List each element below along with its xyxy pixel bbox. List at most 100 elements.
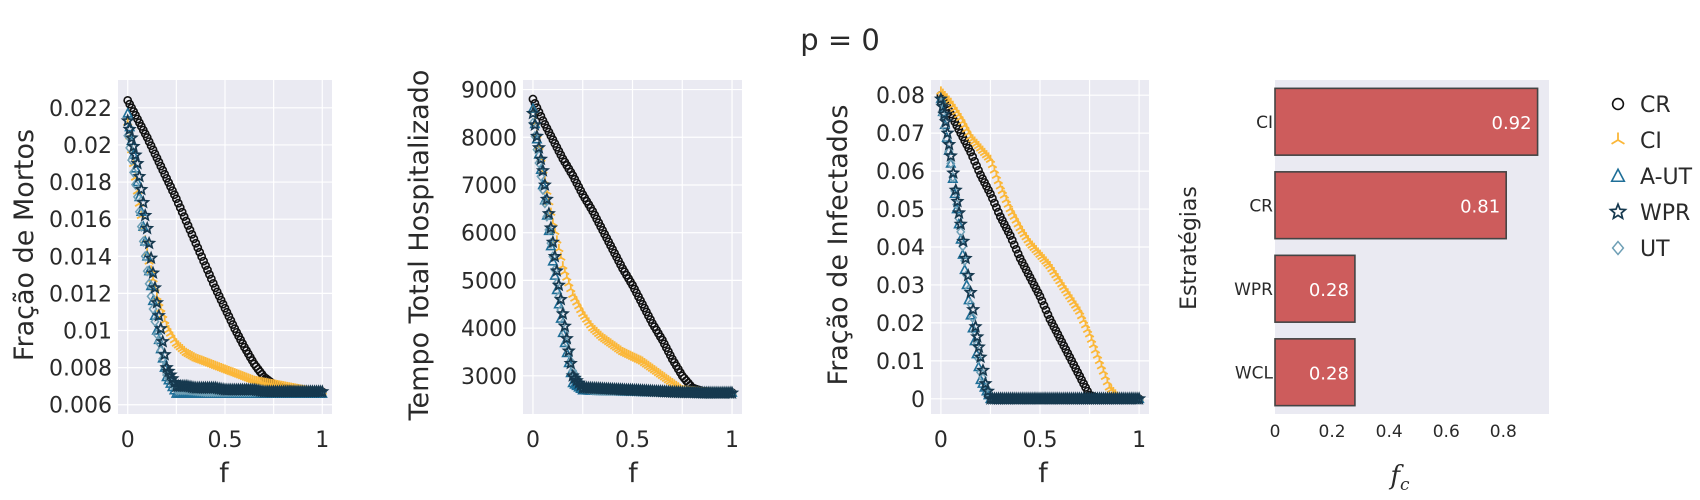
infected-point-wpr bbox=[935, 99, 950, 113]
deaths-point-cr bbox=[189, 234, 199, 244]
deaths-point-cr bbox=[214, 291, 224, 301]
infected-point-wpr bbox=[948, 182, 963, 197]
deaths-y-tick-label: 0.02 bbox=[63, 134, 112, 159]
infected-y-tick-label: 0 bbox=[911, 388, 925, 413]
infected-point-cr bbox=[1011, 244, 1021, 254]
hospital-time-y-tick-label: 6000 bbox=[461, 222, 517, 247]
deaths-point-wpr bbox=[155, 334, 170, 348]
deaths-point-a-ut bbox=[149, 309, 161, 320]
deaths-point-wpr bbox=[120, 113, 135, 127]
deaths-point-cr bbox=[197, 252, 207, 262]
deaths-point-cr bbox=[144, 137, 154, 147]
hospital-time-y-tick-label: 4000 bbox=[461, 317, 517, 342]
bar-panel-xlabel: fc bbox=[1388, 461, 1410, 495]
hospital-time-point-wpr bbox=[525, 105, 541, 120]
infected-point-a-ut bbox=[935, 92, 947, 104]
deaths-y-tick-label: 0.006 bbox=[49, 394, 112, 419]
infected-point-wpr bbox=[968, 319, 983, 333]
legend-item-ut: UT bbox=[1611, 237, 1670, 262]
hospital-time-x-tick-label: 0.5 bbox=[615, 428, 650, 453]
deaths-point-cr bbox=[150, 149, 160, 159]
hospital-time-point-wpr bbox=[543, 220, 558, 234]
deaths-point-ut bbox=[130, 179, 141, 191]
deaths-point-cr bbox=[158, 165, 168, 175]
deaths-point-cr bbox=[160, 169, 170, 179]
legend-marker-wpr bbox=[1608, 201, 1628, 221]
hospital-time-point-wpr bbox=[557, 318, 572, 333]
hospital-time-point-wpr bbox=[545, 234, 560, 249]
infected-point-wpr bbox=[971, 339, 986, 354]
hospital-time-y-tick-label: 3000 bbox=[461, 365, 517, 390]
bar-x-tick-label: 0.2 bbox=[1319, 422, 1346, 442]
infected-point-wpr bbox=[943, 148, 958, 162]
infected-point-wpr bbox=[937, 106, 952, 121]
bar-value-label: 0.28 bbox=[1309, 363, 1349, 384]
deaths-point-cr bbox=[166, 182, 175, 191]
hospital-time-point-wpr bbox=[535, 163, 551, 177]
legend-item-a-ut: A-UT bbox=[1610, 165, 1693, 190]
infected-point-wpr bbox=[978, 376, 993, 390]
hospital-time-point-ut bbox=[542, 210, 552, 222]
legend-item-cr: CR bbox=[1611, 93, 1671, 118]
infected-point-cr bbox=[988, 194, 997, 203]
infected-point-wpr bbox=[941, 136, 957, 151]
infected-point-cr bbox=[1039, 301, 1049, 310]
infected-point-wpr bbox=[958, 250, 973, 265]
bar-x-tick-label: 0 bbox=[1270, 422, 1281, 442]
deaths-point-ut bbox=[144, 278, 154, 290]
hospital-time-point-wpr bbox=[537, 177, 552, 192]
infected-point-cr bbox=[1037, 296, 1047, 306]
deaths-point-cr bbox=[179, 212, 189, 221]
hospital-time-point-wpr bbox=[527, 117, 543, 131]
legend-label: CI bbox=[1640, 129, 1662, 154]
infected-point-wpr bbox=[951, 205, 967, 219]
deaths-point-wpr bbox=[315, 384, 330, 398]
deaths-point-cr bbox=[205, 270, 214, 279]
infected-point-cr bbox=[974, 165, 983, 175]
bar-value-label: 0.81 bbox=[1460, 196, 1500, 217]
deaths-point-wpr bbox=[128, 147, 143, 162]
legend-item-wpr: WPR bbox=[1608, 201, 1690, 226]
infected-point-wpr bbox=[975, 362, 991, 377]
deaths-point-wpr bbox=[147, 280, 163, 294]
deaths-point-cr bbox=[228, 320, 238, 329]
deaths-point-wpr bbox=[130, 156, 145, 170]
infected-x-tick-label: 0.5 bbox=[1023, 428, 1058, 453]
deaths-point-cr bbox=[216, 295, 226, 305]
legend-label: CR bbox=[1640, 93, 1671, 118]
bar-ci bbox=[1274, 87, 1539, 156]
deaths-point-cr bbox=[210, 283, 220, 293]
deaths-x-tick-label: 1 bbox=[315, 428, 329, 453]
infected-point-ut bbox=[946, 158, 956, 169]
hospital-time-point-a-ut bbox=[527, 102, 539, 113]
infected-point-cr bbox=[1005, 231, 1015, 241]
hospital-time-point-wpr bbox=[551, 277, 566, 292]
infected-point-cr bbox=[972, 161, 981, 171]
deaths-point-cr bbox=[193, 243, 203, 253]
hospital-time-y-tick-label: 7000 bbox=[461, 174, 517, 199]
infected-point-ut bbox=[968, 312, 978, 324]
infected-point-ut bbox=[956, 226, 966, 238]
deaths-point-cr bbox=[175, 203, 185, 213]
legend: CR CI A-UT WPR UT bbox=[1608, 93, 1693, 262]
bar-category-label: WPR bbox=[1234, 280, 1273, 300]
infected-point-cr bbox=[986, 189, 995, 199]
hospital-time-point-wpr bbox=[533, 151, 549, 166]
deaths-point-cr bbox=[146, 141, 156, 151]
bar-panel-ylabel: Estratégias bbox=[1177, 186, 1202, 310]
deaths-point-cr bbox=[187, 229, 197, 239]
hospital-time-point-wpr bbox=[549, 263, 564, 277]
hospital-time-point-a-ut bbox=[551, 283, 563, 295]
deaths-point-cr bbox=[154, 157, 164, 167]
deaths-point-wpr bbox=[124, 130, 139, 144]
legend-marker-ci bbox=[1611, 132, 1625, 145]
deaths-point-cr bbox=[195, 247, 205, 257]
infected-point-wpr bbox=[933, 91, 949, 106]
bar-category-label: WCL bbox=[1235, 363, 1274, 383]
deaths-point-a-ut bbox=[124, 120, 136, 132]
infected-panel-ylabel: Fração de Infectados bbox=[823, 105, 854, 386]
deaths-point-wpr bbox=[149, 295, 165, 309]
deaths-point-wpr bbox=[142, 235, 157, 250]
hospital-time-point-wpr bbox=[563, 355, 578, 370]
deaths-point-cr bbox=[152, 153, 162, 163]
